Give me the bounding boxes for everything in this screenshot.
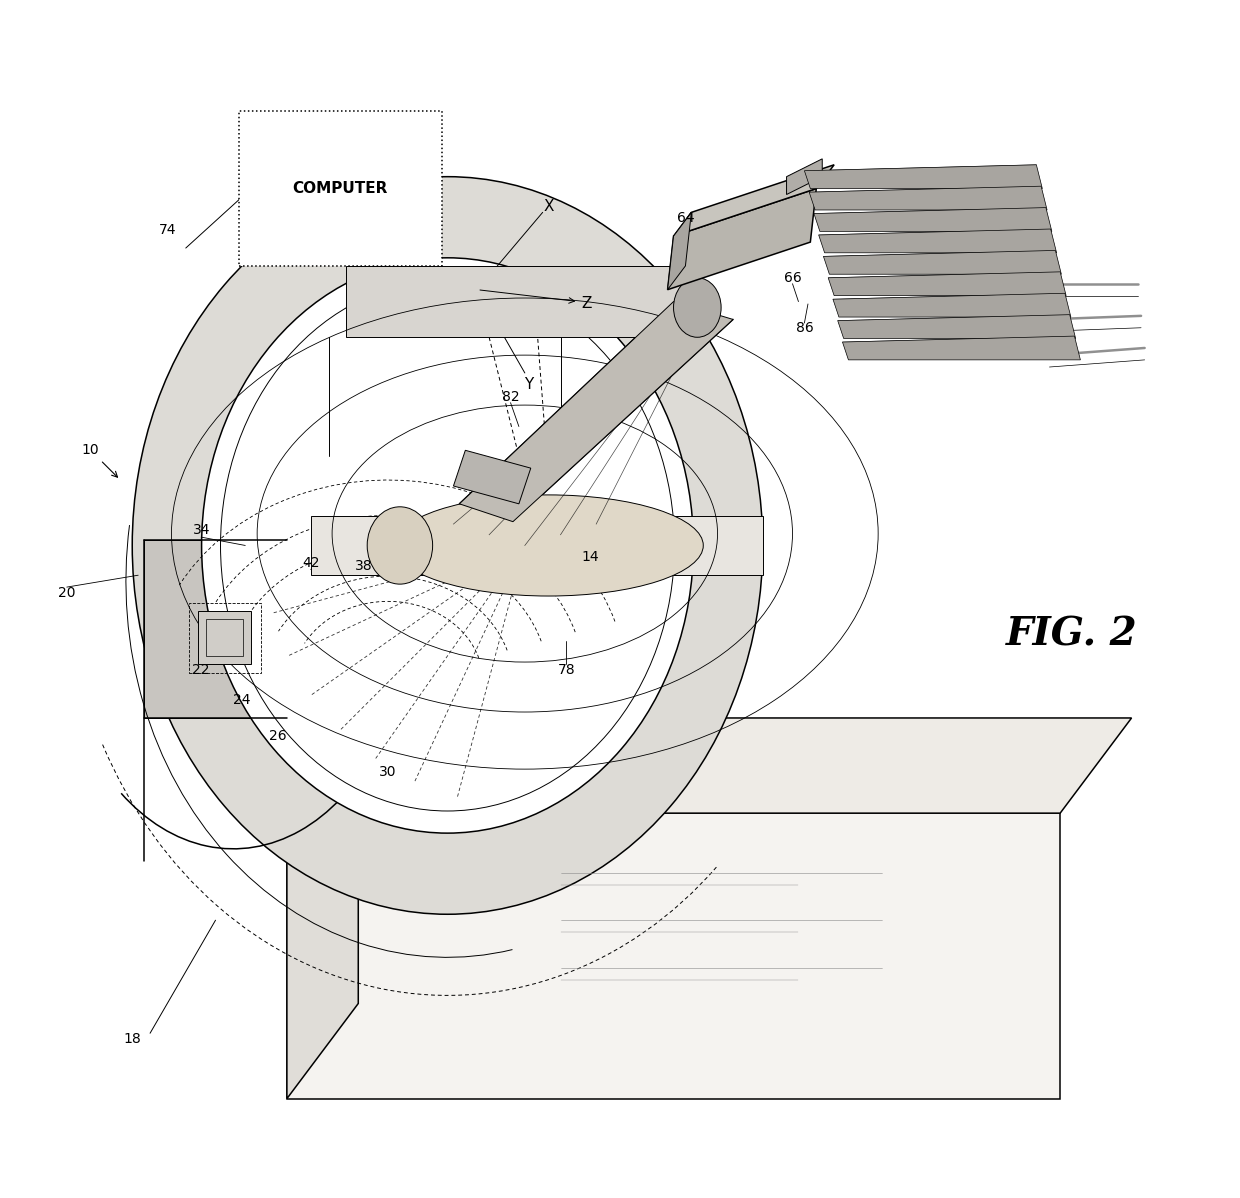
Polygon shape (346, 266, 692, 338)
Text: 86: 86 (796, 321, 813, 334)
Polygon shape (144, 539, 286, 718)
Text: 20: 20 (58, 586, 76, 600)
Text: 14: 14 (582, 550, 599, 564)
Ellipse shape (202, 258, 693, 833)
Text: 42: 42 (301, 556, 320, 570)
Text: 38: 38 (356, 558, 373, 573)
Polygon shape (197, 611, 252, 665)
Text: X: X (543, 199, 554, 214)
Text: Y: Y (523, 377, 533, 393)
Polygon shape (286, 718, 1132, 813)
Text: 22: 22 (192, 664, 210, 677)
Text: 30: 30 (379, 764, 397, 779)
Polygon shape (786, 159, 822, 194)
Polygon shape (823, 250, 1061, 274)
Ellipse shape (673, 278, 722, 338)
Ellipse shape (133, 176, 763, 914)
Polygon shape (454, 450, 531, 504)
Text: 26: 26 (269, 728, 286, 743)
Text: Z: Z (582, 296, 591, 311)
Text: 64: 64 (677, 211, 694, 225)
Text: 10: 10 (82, 443, 118, 477)
Text: 34: 34 (192, 524, 210, 537)
Text: 82: 82 (502, 389, 520, 404)
Text: COMPUTER: COMPUTER (293, 181, 388, 196)
FancyBboxPatch shape (239, 111, 441, 266)
Polygon shape (842, 337, 1080, 359)
Polygon shape (667, 212, 692, 290)
Polygon shape (810, 186, 1047, 210)
Text: 78: 78 (558, 664, 575, 677)
Ellipse shape (367, 507, 433, 585)
Polygon shape (805, 165, 1043, 188)
Polygon shape (828, 272, 1066, 296)
Polygon shape (673, 165, 835, 236)
Polygon shape (667, 188, 816, 290)
Polygon shape (813, 207, 1052, 231)
Polygon shape (459, 302, 733, 521)
Text: 66: 66 (784, 271, 801, 285)
Text: FIG. 2: FIG. 2 (1007, 616, 1138, 654)
Polygon shape (838, 315, 1075, 339)
Text: 74: 74 (159, 223, 176, 237)
Polygon shape (818, 229, 1056, 253)
Polygon shape (286, 718, 358, 1099)
Polygon shape (311, 515, 763, 575)
Ellipse shape (394, 495, 703, 597)
Polygon shape (833, 294, 1071, 317)
Text: 24: 24 (233, 694, 250, 707)
Text: 18: 18 (123, 1033, 141, 1046)
Polygon shape (286, 813, 1060, 1099)
